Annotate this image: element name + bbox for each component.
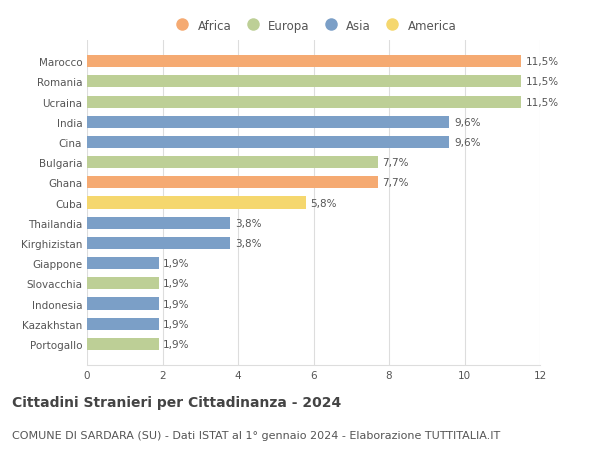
Bar [87,298,159,310]
Text: 7,7%: 7,7% [382,158,409,168]
Text: 11,5%: 11,5% [526,77,559,87]
Bar [87,117,449,129]
Text: 1,9%: 1,9% [163,279,190,289]
Bar [87,157,377,169]
Text: 5,8%: 5,8% [310,198,337,208]
Text: 9,6%: 9,6% [454,118,481,128]
Bar [87,96,521,108]
Text: 3,8%: 3,8% [235,218,262,228]
Text: 9,6%: 9,6% [454,138,481,148]
Bar [87,76,521,88]
Bar [87,177,377,189]
Bar [87,278,159,290]
Bar [87,197,306,209]
Bar [87,217,230,230]
Text: 1,9%: 1,9% [163,258,190,269]
Bar [87,318,159,330]
Text: 1,9%: 1,9% [163,319,190,329]
Text: 11,5%: 11,5% [526,57,559,67]
Text: 7,7%: 7,7% [382,178,409,188]
Text: COMUNE DI SARDARA (SU) - Dati ISTAT al 1° gennaio 2024 - Elaborazione TUTTITALIA: COMUNE DI SARDARA (SU) - Dati ISTAT al 1… [12,431,500,440]
Text: 11,5%: 11,5% [526,97,559,107]
Text: 1,9%: 1,9% [163,339,190,349]
Bar [87,137,449,149]
Bar [87,257,159,269]
Bar [87,56,521,68]
Text: Cittadini Stranieri per Cittadinanza - 2024: Cittadini Stranieri per Cittadinanza - 2… [12,395,341,409]
Bar [87,338,159,350]
Legend: Africa, Europa, Asia, America: Africa, Europa, Asia, America [166,15,461,37]
Text: 3,8%: 3,8% [235,238,262,248]
Text: 1,9%: 1,9% [163,299,190,309]
Bar [87,237,230,249]
